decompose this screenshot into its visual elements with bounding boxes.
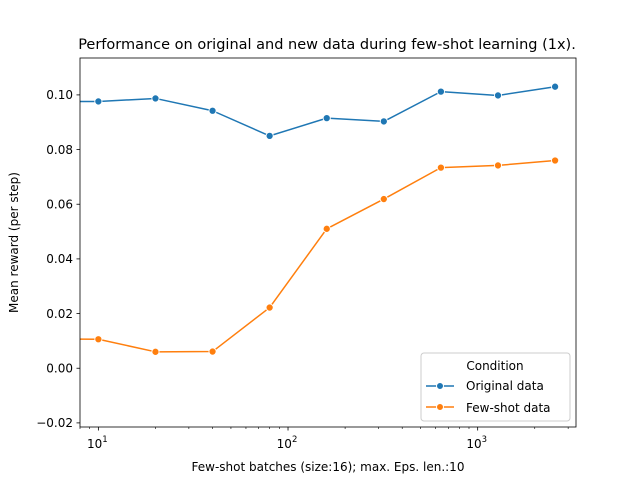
plot-frame	[79, 57, 577, 428]
x-tick-label: 102	[277, 435, 298, 451]
x-tick-exponent: 3	[482, 435, 487, 445]
legend-marker-fewshot	[436, 403, 444, 411]
data-point-fewshot	[551, 156, 560, 165]
data-point-original	[94, 97, 103, 106]
data-point-original	[151, 94, 160, 103]
y-tick-label: 0.02	[46, 307, 73, 321]
series-line-fewshot	[80, 159, 556, 353]
data-point-fewshot	[38, 335, 45, 342]
data-point-fewshot	[436, 163, 445, 172]
legend: Condition Original data Few-shot data	[420, 352, 571, 422]
x-tick-base: 10	[277, 437, 292, 451]
data-point-fewshot	[493, 161, 503, 170]
y-tick-label: 0.00	[46, 362, 73, 376]
x-tick-label: 101	[87, 435, 108, 451]
data-point-original	[265, 131, 274, 140]
legend-entry-fewshot: Few-shot data	[426, 401, 551, 415]
y-tick-label: 0.04	[46, 252, 73, 266]
x-tick-label: 103	[466, 435, 487, 451]
legend-entry-original: Original data	[426, 379, 544, 393]
x-tick-base: 10	[87, 437, 102, 451]
x-axis-label: Few-shot batches (size:16); max. Eps. le…	[192, 460, 465, 474]
y-tick-label: −0.02	[36, 416, 73, 430]
legend-box	[420, 352, 571, 422]
y-tick-label: 0.06	[46, 198, 73, 212]
chart-title: Performance on original and new data dur…	[78, 37, 576, 53]
legend-title: Condition	[466, 359, 523, 373]
x-tick-exponent: 1	[102, 435, 107, 445]
data-point-original	[551, 82, 560, 91]
legend-label-original: Original data	[466, 379, 544, 393]
legend-marker-original	[436, 382, 444, 390]
data-point-fewshot	[379, 194, 388, 204]
data-point-original	[208, 106, 217, 115]
y-tick-label: 0.10	[46, 88, 73, 102]
data-point-fewshot	[208, 347, 217, 356]
y-tick-label: 0.08	[46, 143, 73, 157]
legend-label-fewshot: Few-shot data	[466, 401, 551, 415]
x-tick-exponent: 2	[292, 435, 297, 445]
x-tick-base: 10	[466, 437, 481, 451]
data-point-original	[379, 117, 388, 126]
data-point-original	[322, 114, 331, 123]
data-point-original	[38, 98, 45, 105]
data-point-original	[436, 87, 445, 96]
data-point-fewshot	[151, 347, 160, 356]
y-axis-label: Mean reward (per step)	[7, 172, 21, 313]
data-point-original	[493, 91, 503, 100]
data-point-fewshot	[322, 224, 331, 233]
data-point-fewshot	[94, 335, 103, 344]
data-point-fewshot	[265, 303, 274, 312]
series-line-original	[80, 85, 556, 137]
